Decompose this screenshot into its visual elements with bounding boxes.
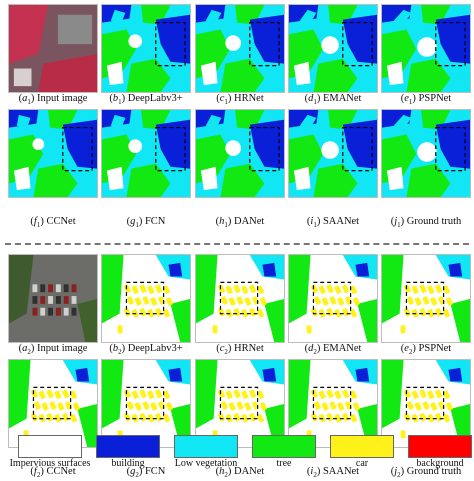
segmentation-map-f1: [8, 109, 98, 198]
panel-caption: (d2) EMANet: [304, 343, 362, 357]
panel-caption: (e1) PSPNet: [400, 93, 452, 107]
segmentation-map-f2: [8, 359, 98, 448]
segmentation-map-b1: [101, 4, 191, 93]
panel-caption: (c2) HRNet: [216, 343, 264, 357]
panel-caption: (j2) Ground truth: [390, 466, 462, 480]
panel-caption: (h2) DANet: [215, 466, 265, 480]
segmentation-map-g1: [101, 109, 191, 198]
panel-caption: (i2) SAANet: [306, 466, 360, 480]
segmentation-map-j2: [381, 359, 471, 448]
segmentation-map-d2: [288, 254, 378, 343]
panel-caption: (f2) CCNet: [30, 466, 76, 480]
legend-label: Low vegetation: [174, 458, 238, 469]
panel-caption: (i1) SAANet: [306, 216, 360, 230]
segmentation-map-b2: [101, 254, 191, 343]
panel-caption: (c1) HRNet: [216, 93, 264, 107]
legend-swatch: [252, 435, 316, 458]
legend-swatch: [330, 435, 394, 458]
legend-label: tree: [276, 458, 292, 469]
segmentation-map-e1: [381, 4, 471, 93]
segmentation-map-j1: [381, 109, 471, 198]
segmentation-map-c1: [195, 4, 285, 93]
legend-label: Impervious surfaces: [9, 458, 91, 469]
panel-caption: (f1) CCNet: [30, 216, 76, 230]
panel-caption: (a2) Input image: [18, 343, 88, 357]
legend-swatch: [18, 435, 82, 458]
segmentation-map-i1: [288, 109, 378, 198]
segmentation-map-h1: [195, 109, 285, 198]
segmentation-map-c2: [195, 254, 285, 343]
legend-swatch: [408, 435, 472, 458]
legend-label: background: [416, 458, 464, 469]
legend-label: building: [111, 458, 145, 469]
section-divider: [5, 243, 469, 245]
panel-caption: (b2) DeepLabv3+: [109, 343, 183, 357]
segmentation-map-i2: [288, 359, 378, 448]
panel-caption: (g2) FCN: [126, 466, 166, 480]
panel-caption: (e2) PSPNet: [400, 343, 452, 357]
panel-caption: (a1) Input image: [18, 93, 88, 107]
input-image-a1: [8, 4, 98, 93]
panel-caption: (g1) FCN: [126, 216, 166, 230]
legend-swatch: [96, 435, 160, 458]
segmentation-map-d1: [288, 4, 378, 93]
legend-swatch: [174, 435, 238, 458]
panel-caption: (h1) DANet: [215, 216, 265, 230]
input-image-a2: [8, 254, 98, 343]
panel-caption: (b1) DeepLabv3+: [109, 93, 183, 107]
segmentation-map-e2: [381, 254, 471, 343]
panel-caption: (d1) EMANet: [304, 93, 362, 107]
legend-label: car: [355, 458, 369, 469]
panel-caption: (j1) Ground truth: [390, 216, 462, 230]
segmentation-map-g2: [101, 359, 191, 448]
